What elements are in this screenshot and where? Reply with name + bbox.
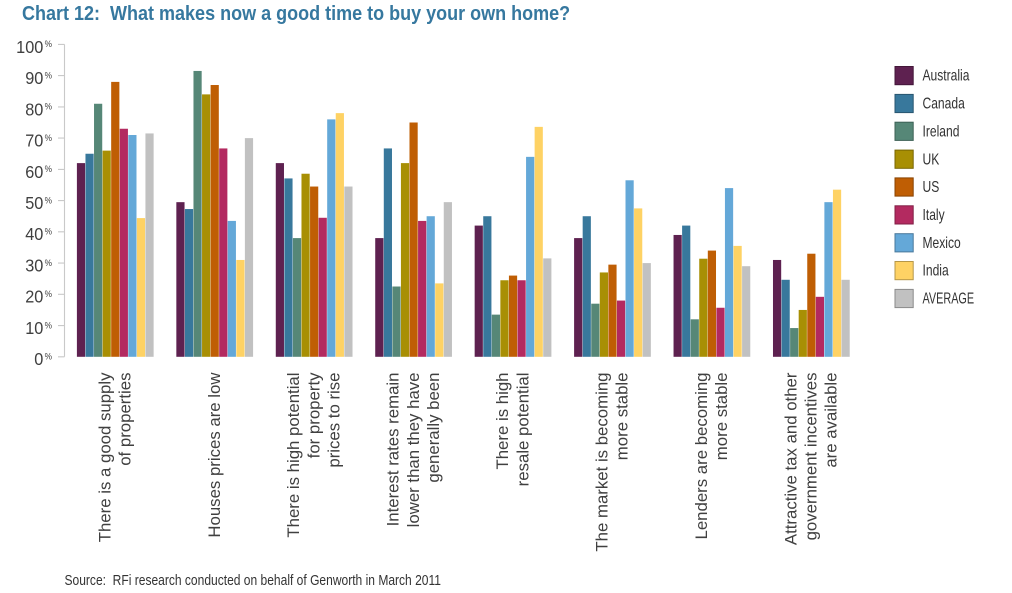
svg-text:%: % [45,257,52,268]
svg-text:There is a good supply: There is a good supply [95,372,114,542]
svg-text:Lenders are becoming: Lenders are becoming [692,373,711,540]
svg-text:resale potential: resale potential [513,373,532,487]
svg-text:0: 0 [34,350,43,370]
svg-text:There is high potential: There is high potential [284,373,303,538]
svg-text:of properties: of properties [116,373,135,466]
svg-text:20: 20 [25,287,43,307]
svg-text:more stable: more stable [712,373,731,461]
svg-text:Houses prices are low: Houses prices are low [205,372,224,538]
svg-text:government incentives: government incentives [802,373,821,541]
svg-text:%: % [45,132,52,143]
svg-text:%: % [45,288,52,299]
svg-text:for property: for property [304,372,323,458]
svg-text:lower than they have: lower than they have [404,373,423,528]
svg-text:Mexico: Mexico [923,233,961,251]
svg-text:%: % [45,70,52,81]
svg-text:60: 60 [25,162,43,182]
svg-text:are available: are available [822,373,841,468]
svg-text:%: % [45,226,52,237]
svg-text:50: 50 [25,193,43,213]
svg-text:AVERAGE: AVERAGE [923,290,975,307]
svg-text:more stable: more stable [613,373,632,461]
svg-text:Ireland: Ireland [923,122,960,140]
svg-text:prices to rise: prices to rise [324,373,343,468]
svg-text:10: 10 [25,318,43,338]
svg-text:Source: RFi research conducte: Source: RFi research conducted on behalf… [65,572,441,589]
svg-text:Interest rates remain: Interest rates remain [384,373,403,527]
svg-text:%: % [45,164,52,175]
svg-text:Canada: Canada [923,94,966,112]
svg-text:30: 30 [25,256,43,276]
svg-text:UK: UK [923,150,940,168]
svg-text:US: US [923,178,940,196]
svg-text:Attractive tax and other: Attractive tax and other [781,372,800,545]
svg-text:70: 70 [25,131,43,151]
svg-text:80: 80 [25,100,43,120]
svg-text:There is high: There is high [493,373,512,470]
svg-text:generally been: generally been [424,373,443,483]
svg-text:The market is becoming: The market is becoming [593,373,612,552]
svg-text:Australia: Australia [923,66,970,84]
svg-text:%: % [45,39,52,50]
svg-text:100: 100 [16,37,43,57]
svg-text:%: % [45,195,52,206]
svg-text:40: 40 [25,225,43,245]
svg-text:90: 90 [25,68,43,88]
svg-text:%: % [45,320,52,331]
svg-text:India: India [923,261,949,279]
svg-text:Chart 12: What makes now a go: Chart 12: What makes now a good time to … [22,3,570,25]
svg-text:%: % [45,351,52,362]
svg-text:Italy: Italy [923,206,945,224]
svg-text:%: % [45,101,52,112]
